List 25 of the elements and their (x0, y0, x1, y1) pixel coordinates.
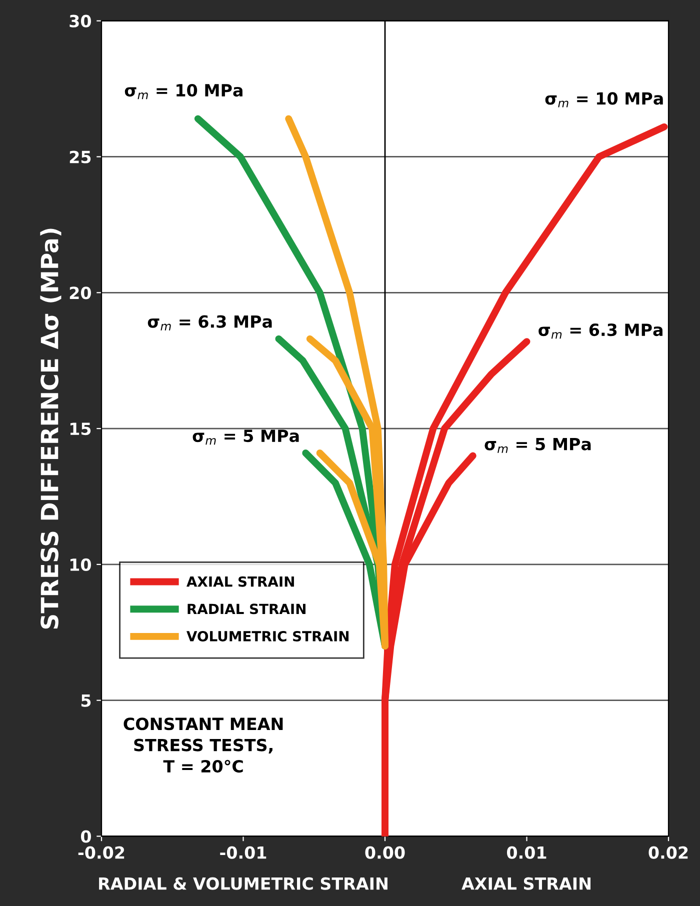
y-tick-label: 10 (70, 558, 91, 572)
y-tick-label: 15 (70, 422, 91, 436)
annotation: σ$_{m}$ = 5 MPa (484, 438, 591, 453)
annotation: σ$_{m}$ = 5 MPa (192, 430, 299, 445)
y-tick-label: 5 (81, 694, 91, 707)
y-tick-label: 25 (70, 150, 91, 164)
legend-label: RADIAL STRAIN (188, 604, 306, 614)
x-tick-label: -0.01 (220, 846, 266, 859)
x-axis-title: RADIAL & VOLUMETRIC STRAIN (99, 877, 388, 890)
y-tick-label: 30 (70, 14, 91, 28)
legend-label: AXIAL STRAIN (186, 576, 294, 587)
text: AXIAL STRAIN (462, 877, 590, 890)
x-tick-label: 0.02 (648, 846, 688, 859)
annotation: σ$_{m}$ = 6.3 MPa (538, 324, 662, 339)
x-tick-label: 0.01 (506, 846, 546, 859)
annotation: σ$_{m}$ = 10 MPa (124, 84, 242, 100)
annotation: σ$_{m}$ = 6.3 MPa (148, 315, 272, 330)
legend-label: VOLUMETRIC STRAIN (186, 630, 348, 642)
x-tick-label: 0.00 (365, 846, 405, 859)
y-tick-label: 0 (80, 830, 91, 843)
annotation: CONSTANT MEAN STRESS TESTS, T = 20°C (124, 718, 283, 773)
annotation: σ$_{m}$ = 10 MPa (545, 92, 663, 108)
y-tick-label: 20 (70, 286, 91, 300)
x-tick-label: -0.02 (78, 846, 124, 859)
y-axis-title: STRESS DIFFERENCE Δσ (MPa) (40, 228, 62, 629)
